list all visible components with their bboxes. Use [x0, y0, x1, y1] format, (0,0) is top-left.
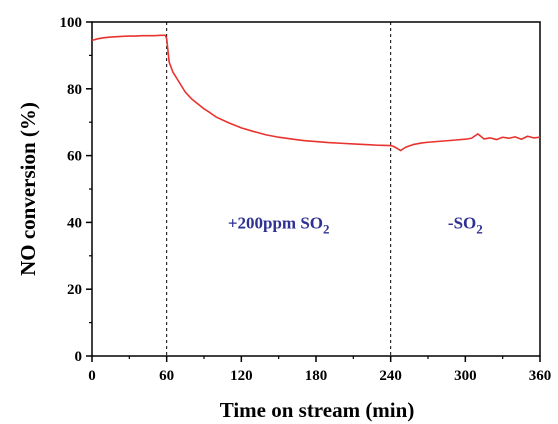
x-tick-label: 120: [230, 368, 253, 384]
annotation-subscript: 2: [476, 221, 483, 236]
reference-lines: [166, 22, 392, 356]
x-axis-title: Time on stream (min): [220, 398, 415, 422]
series-line-0: [91, 34, 541, 152]
y-tick-label: 0: [75, 349, 83, 365]
x-tick-label: 0: [88, 368, 96, 384]
annotation-text: +200ppm SO: [228, 213, 323, 232]
x-tick-label: 60: [159, 368, 174, 384]
x-tick-label: 360: [529, 368, 552, 384]
plot-frame: [91, 21, 541, 357]
x-tick-label: 300: [454, 368, 477, 384]
plot-area-border: [91, 21, 541, 357]
annotations: +200ppm SO2 -SO2: [228, 213, 483, 236]
annotation-text: -SO: [448, 213, 476, 232]
y-tick-label: 40: [67, 215, 82, 231]
y-axis-ticks: 0 20 40 60 80 100: [60, 15, 92, 365]
y-axis-title: NO conversion (%): [16, 102, 40, 276]
x-tick-label: 180: [305, 368, 328, 384]
y-tick-label: 60: [67, 149, 82, 165]
x-tick-label: 240: [379, 368, 402, 384]
y-tick-label: 100: [60, 15, 83, 31]
annotation-1: -SO2: [448, 213, 483, 236]
series-layer: [91, 34, 541, 152]
y-tick-label: 20: [67, 282, 82, 298]
y-tick-label: 80: [67, 82, 82, 98]
annotation-0: +200ppm SO2: [228, 213, 330, 236]
x-axis-ticks: 0 60 120 180 240 300 360: [88, 356, 551, 384]
annotation-subscript: 2: [323, 221, 330, 236]
